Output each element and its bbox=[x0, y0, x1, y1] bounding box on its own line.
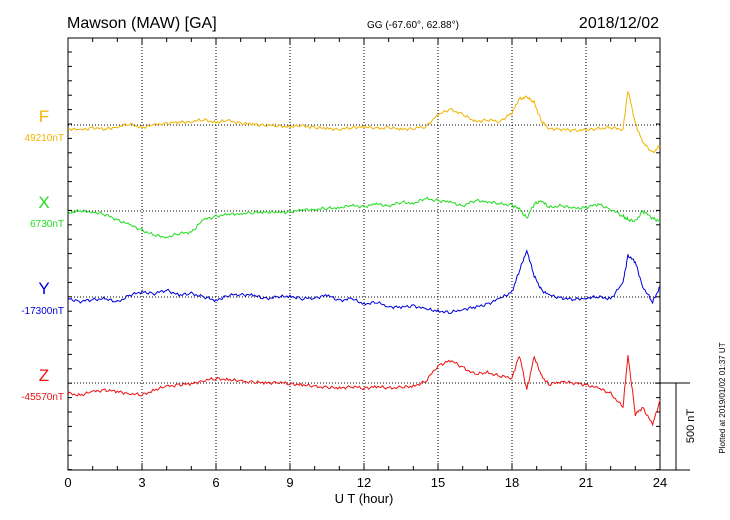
series-names: F 49210nT X 6730nT Y -17300nT Z -45570nT bbox=[21, 107, 64, 403]
x-tick-label: 9 bbox=[286, 475, 293, 490]
x-tick-label: 3 bbox=[138, 475, 145, 490]
series-baseline-x: 6730nT bbox=[30, 219, 64, 230]
series-baseline-z: -45570nT bbox=[21, 392, 64, 403]
x-tick-label: 24 bbox=[653, 475, 667, 490]
x-tick-label: 12 bbox=[357, 475, 371, 490]
x-tick-label: 15 bbox=[431, 475, 445, 490]
x-tick-label: 0 bbox=[64, 475, 71, 490]
series-line-z bbox=[67, 355, 661, 427]
series-line-x bbox=[67, 196, 661, 239]
series-baseline-y: -17300nT bbox=[21, 306, 64, 317]
series-lines bbox=[67, 90, 661, 427]
series-line-f bbox=[67, 90, 661, 154]
coords-label: GG (-67.60°, 62.88°) bbox=[367, 20, 459, 31]
date-label: 2018/12/02 bbox=[579, 15, 659, 32]
series-name-f: F bbox=[39, 107, 49, 126]
scale-bar: 500 nT bbox=[655, 382, 697, 471]
scale-label: 500 nT bbox=[685, 409, 697, 444]
x-tick-labels: 0 3 6 9 12 15 18 21 24 bbox=[64, 475, 667, 490]
series-name-y: Y bbox=[38, 279, 49, 298]
series-baseline-f: 49210nT bbox=[25, 133, 64, 144]
tick-marks bbox=[67, 38, 661, 471]
plotted-note: Plotted at 2019/01/02 01:37 UT bbox=[718, 342, 727, 453]
x-tick-label: 6 bbox=[212, 475, 219, 490]
x-axis-label: U T (hour) bbox=[335, 491, 394, 506]
series-name-x: X bbox=[38, 193, 49, 212]
x-tick-label: 21 bbox=[579, 475, 593, 490]
series-name-z: Z bbox=[39, 366, 49, 385]
x-tick-label: 18 bbox=[505, 475, 519, 490]
grid bbox=[68, 38, 660, 470]
series-line-y bbox=[67, 249, 661, 315]
station-title: Mawson (MAW) [GA] bbox=[67, 15, 217, 32]
